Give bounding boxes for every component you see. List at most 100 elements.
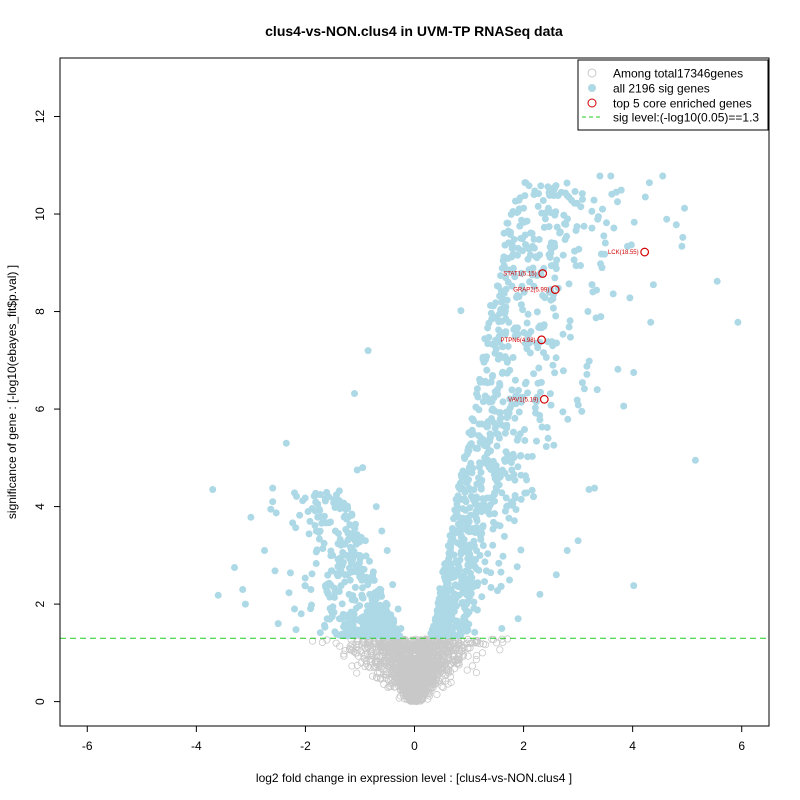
sig-gene-point bbox=[672, 221, 680, 229]
y-axis: 0 2 4 6 8 10 12 bbox=[33, 110, 60, 705]
nonsig-gene-point bbox=[440, 646, 448, 654]
sig-gene-point bbox=[481, 459, 489, 467]
sig-gene-point bbox=[521, 437, 529, 444]
nonsig-gene-point bbox=[459, 651, 468, 659]
sig-gene-point bbox=[315, 535, 323, 543]
sig-gene-point bbox=[630, 218, 638, 226]
sig-gene-point bbox=[470, 604, 478, 612]
sig-gene-point bbox=[443, 604, 451, 612]
sig-gene-point bbox=[382, 632, 390, 639]
sig-gene-point bbox=[487, 309, 495, 317]
sig-gene-point bbox=[588, 207, 596, 215]
sig-gene-point bbox=[461, 454, 469, 462]
sig-gene-point bbox=[475, 463, 483, 471]
sig-gene-point bbox=[511, 414, 519, 422]
sig-gene-point bbox=[544, 183, 552, 191]
x-axis-label: log2 fold change in expression level : [… bbox=[256, 771, 572, 785]
sig-gene-point bbox=[475, 432, 483, 440]
sig-gene-point bbox=[285, 589, 293, 597]
sig-gene-point bbox=[271, 567, 279, 575]
sig-gene-point bbox=[588, 224, 596, 232]
nonsig-gene-point bbox=[388, 651, 396, 659]
sig-gene-point bbox=[542, 353, 550, 361]
sig-gene-point bbox=[308, 601, 315, 609]
nonsig-gene-point bbox=[438, 675, 447, 683]
sig-gene-point bbox=[578, 190, 586, 198]
sig-gene-point bbox=[630, 369, 638, 376]
sig-gene-point bbox=[231, 564, 238, 571]
legend-core-marker bbox=[587, 98, 597, 108]
sig-gene-point bbox=[379, 622, 387, 630]
sig-gene-point bbox=[534, 379, 542, 387]
sig-gene-point bbox=[526, 278, 534, 286]
sig-gene-point bbox=[593, 386, 601, 394]
sig-gene-point bbox=[289, 519, 297, 527]
sig-gene-point bbox=[449, 536, 457, 544]
sig-gene-point bbox=[354, 561, 362, 569]
sig-gene-point bbox=[500, 262, 508, 269]
nonsig-gene-point bbox=[489, 635, 498, 644]
sig-gene-point bbox=[550, 192, 558, 199]
sig-gene-point bbox=[511, 476, 519, 484]
sig-gene-point bbox=[509, 354, 517, 361]
sig-gene-point bbox=[347, 609, 355, 617]
sig-gene-point bbox=[449, 606, 457, 614]
nonsig-gene-point bbox=[439, 683, 447, 692]
nonsig-gene-point bbox=[426, 675, 434, 683]
sig-gene-point bbox=[483, 366, 491, 374]
sig-gene-point bbox=[269, 484, 277, 492]
sig-gene-point bbox=[304, 508, 312, 515]
nonsig-gene-point bbox=[372, 662, 380, 671]
sig-gene-point bbox=[530, 493, 537, 501]
nonsig-gene-point bbox=[367, 648, 376, 656]
sig-gene-point bbox=[356, 602, 364, 610]
sig-gene-point bbox=[511, 492, 519, 499]
sig-gene-point bbox=[525, 266, 533, 274]
sig-gene-point bbox=[556, 229, 564, 237]
sig-gene-point bbox=[301, 574, 309, 582]
sig-gene-point bbox=[505, 514, 513, 522]
sig-gene-point bbox=[584, 308, 592, 315]
sig-gene-point bbox=[522, 340, 529, 347]
nonsig-gene-point bbox=[433, 690, 441, 699]
sig-gene-point bbox=[472, 403, 480, 411]
sig-gene-point bbox=[460, 536, 468, 544]
sig-gene-point bbox=[609, 290, 617, 298]
sig-gene-point bbox=[314, 513, 322, 521]
core-gene-label: GRAP2(5.99) bbox=[513, 288, 549, 294]
x-tick-label: 0 bbox=[411, 739, 418, 753]
nonsig-gene-point bbox=[410, 659, 418, 668]
sig-gene-point bbox=[546, 390, 554, 398]
sig-gene-point bbox=[514, 434, 522, 442]
y-tick-label: 0 bbox=[33, 698, 47, 705]
legend: Among total17346genes all 2196 sig genes… bbox=[577, 59, 769, 131]
nonsig-gene-point bbox=[472, 668, 480, 677]
sig-gene-point bbox=[360, 565, 368, 573]
sig-gene-point bbox=[350, 617, 358, 625]
sig-gene-point bbox=[434, 610, 442, 618]
sig-gene-point bbox=[214, 591, 222, 599]
sig-gene-point bbox=[518, 216, 526, 224]
sig-gene-point bbox=[601, 250, 609, 258]
sig-gene-point bbox=[491, 474, 499, 482]
sig-gene-point bbox=[536, 590, 544, 598]
nonsig-gene-point bbox=[496, 646, 504, 654]
nonsig-gene-point bbox=[417, 664, 425, 672]
sig-gene-point bbox=[500, 532, 508, 540]
sig-gene-point bbox=[504, 228, 512, 236]
sig-gene-point bbox=[335, 615, 343, 623]
nonsig-gene-point bbox=[404, 687, 412, 696]
sig-gene-point bbox=[502, 448, 510, 456]
sig-gene-point bbox=[490, 461, 498, 469]
sig-gene-point bbox=[533, 437, 540, 445]
sig-gene-point bbox=[323, 615, 331, 623]
sig-gene-point bbox=[598, 264, 606, 272]
nonsig-gene-point bbox=[353, 661, 361, 670]
nonsig-gene-point bbox=[444, 669, 452, 677]
sig-gene-point bbox=[511, 273, 519, 281]
nonsig-gene-point bbox=[365, 656, 373, 664]
nonsig-gene-point bbox=[476, 640, 484, 648]
sig-gene-point bbox=[553, 339, 560, 347]
sig-gene-point bbox=[524, 310, 532, 318]
nonsig-gene-point bbox=[472, 651, 481, 660]
